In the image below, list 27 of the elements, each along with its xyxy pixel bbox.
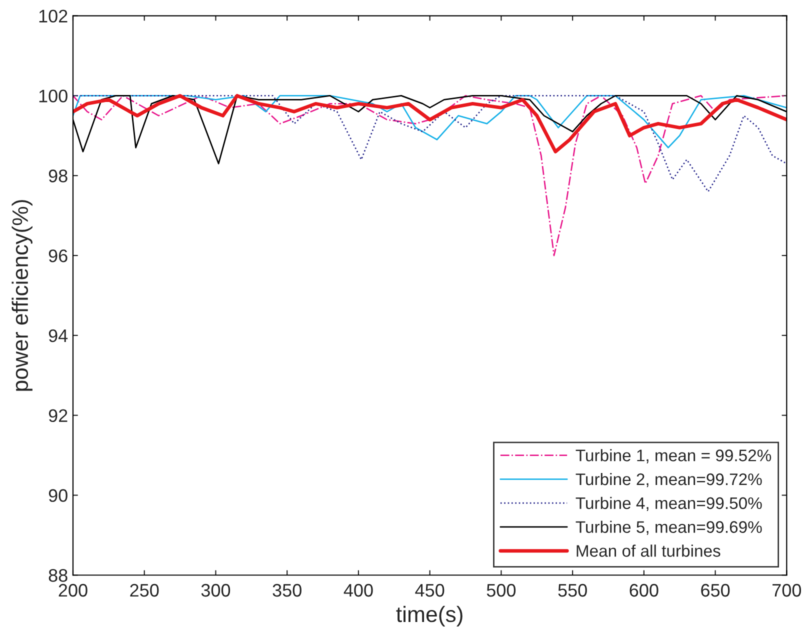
x-tick-label: 650 [701, 584, 730, 597]
x-tick-label: 200 [58, 584, 88, 597]
legend-label: Turbine 4, mean=99.50% [576, 496, 762, 512]
y-tick-label: 92 [48, 409, 68, 422]
x-tick-label: 500 [486, 584, 516, 597]
legend-label: Turbine 1, mean = 99.52% [576, 449, 772, 464]
x-axis-title: time(s) [396, 606, 462, 627]
y-tick-label: 90 [48, 489, 68, 502]
y-tick-label: 88 [48, 569, 68, 582]
x-tick-label: 550 [558, 584, 587, 597]
y-axis-title: power efficiency(%) [12, 200, 32, 391]
x-tick-label: 450 [415, 584, 444, 597]
x-tick-label: 700 [772, 584, 802, 597]
x-tick-label: 600 [630, 584, 658, 597]
y-tick-label: 100 [39, 90, 68, 102]
legend-label: Mean of all turbines [576, 544, 720, 557]
y-tick-label: 94 [48, 329, 68, 342]
y-tick-label: 96 [48, 249, 68, 262]
y-tick-label: 98 [48, 170, 68, 182]
legend-label: Turbine 5, mean=99.69% [576, 520, 762, 535]
x-tick-label: 250 [130, 584, 159, 597]
x-tick-label: 400 [344, 584, 373, 597]
x-tick-label: 350 [272, 584, 302, 597]
legend-label: Turbine 2, mean=99.72% [576, 472, 762, 488]
y-tick-label: 102 [39, 10, 68, 23]
x-tick-label: 300 [201, 584, 230, 597]
line-series [72, 95, 787, 192]
